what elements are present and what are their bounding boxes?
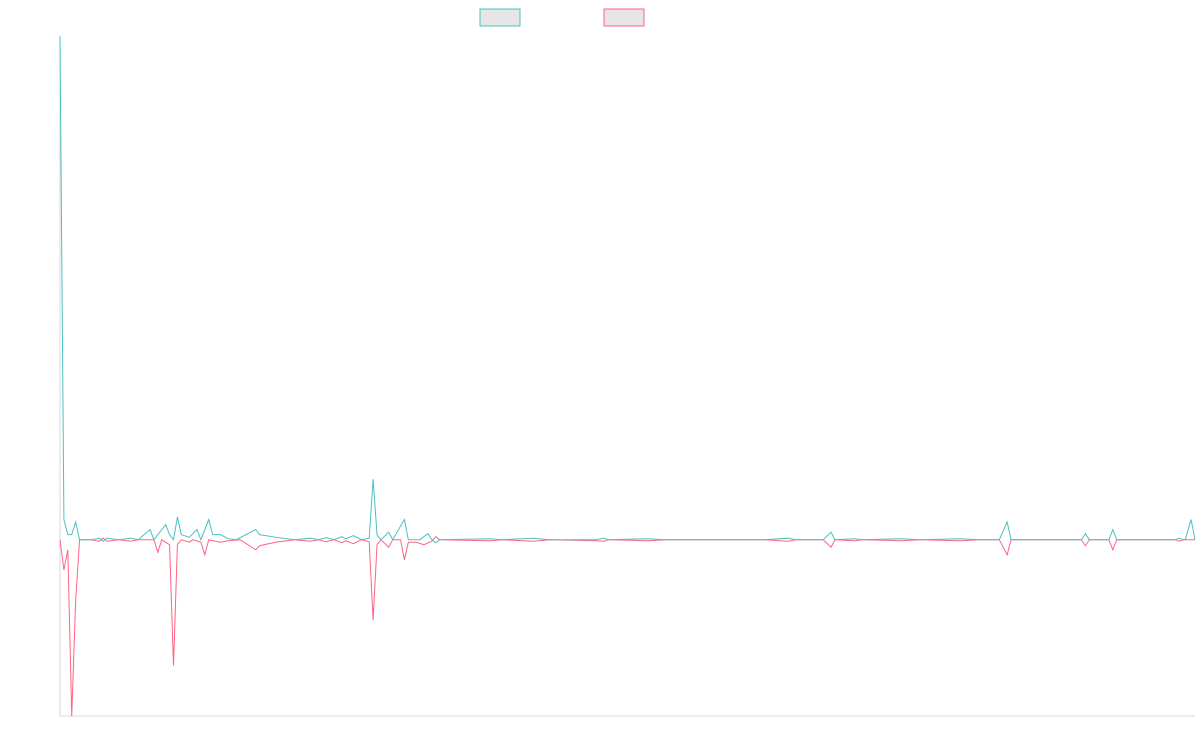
legend (479, 8, 645, 27)
legend-swatch-0 (479, 8, 521, 27)
legend-item-0[interactable] (479, 8, 521, 27)
axes (59, 36, 1195, 717)
series-line-0 (59, 35, 1196, 544)
legend-item-1[interactable] (603, 8, 645, 27)
legend-swatch-1 (603, 8, 645, 27)
series-layer (59, 35, 1196, 717)
series-line-1 (59, 535, 1195, 717)
